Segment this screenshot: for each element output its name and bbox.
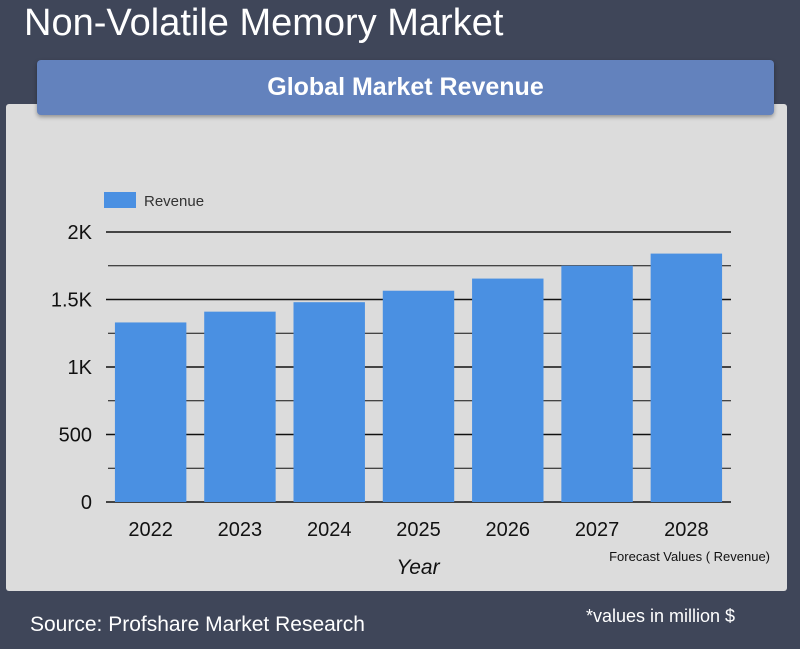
forecast-annotation: Forecast Values ( Revenue): [609, 549, 770, 564]
x-tick-label: 2026: [486, 519, 531, 541]
x-tick-label: 2024: [307, 519, 352, 541]
legend: Revenue: [104, 192, 204, 210]
x-tick-label: 2027: [575, 519, 620, 541]
y-tick-label: 1.5K: [51, 290, 93, 312]
bar-2022: [114, 322, 187, 502]
x-axis-label: Year: [396, 556, 440, 579]
chart-panel: 0 500 1K 1.5K 2K 2022 2023 2024 2025 2026 2027 202…: [6, 104, 787, 591]
bar-2026: [472, 278, 544, 502]
x-tick-label: 2028: [664, 519, 709, 541]
source-note: Source: Profshare Market Research: [30, 613, 365, 636]
y-tick-label: 0: [81, 492, 92, 514]
legend-label: Revenue: [144, 193, 204, 210]
bar-2023: [204, 311, 276, 502]
x-tick-labels: 2022 2023 2024 2025 2026 2027 2028: [128, 519, 708, 541]
y-tick-label: 2K: [68, 222, 93, 244]
bars: [114, 253, 723, 502]
y-tick-label: 500: [59, 425, 92, 447]
x-tick-label: 2023: [218, 519, 263, 541]
bar-2024: [293, 302, 365, 502]
page-title: Non-Volatile Memory Market: [24, 2, 504, 44]
y-tick-labels: 0 500 1K 1.5K 2K: [51, 222, 93, 514]
legend-swatch: [104, 192, 136, 208]
x-tick-label: 2022: [128, 519, 173, 541]
x-tick-label: 2025: [396, 519, 441, 541]
units-note: *values in million $: [586, 606, 736, 626]
bar-2027: [561, 265, 633, 502]
chart-title: Global Market Revenue: [267, 73, 544, 101]
chart-title-banner: Global Market Revenue: [37, 60, 774, 115]
bar-2025: [382, 290, 455, 502]
y-tick-label: 1K: [68, 357, 93, 379]
bar-2028: [650, 253, 723, 502]
